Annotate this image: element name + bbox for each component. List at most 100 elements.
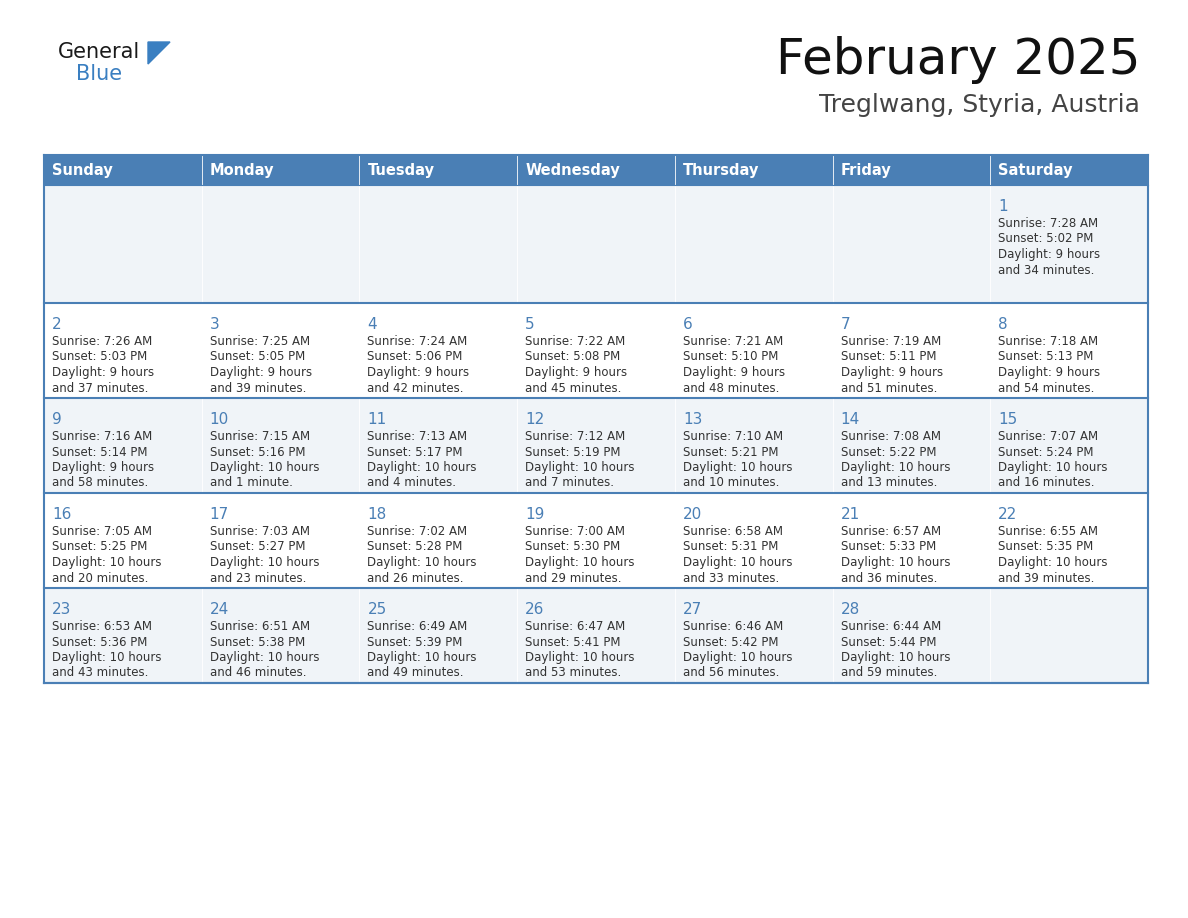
Text: Sunrise: 7:21 AM: Sunrise: 7:21 AM	[683, 335, 783, 348]
Bar	[202, 493, 360, 588]
Bar	[675, 588, 833, 683]
Text: Friday: Friday	[841, 162, 891, 177]
Text: Sunrise: 7:22 AM: Sunrise: 7:22 AM	[525, 335, 625, 348]
Text: 27: 27	[683, 602, 702, 617]
Text: Sunset: 5:27 PM: Sunset: 5:27 PM	[210, 541, 305, 554]
Bar	[675, 155, 833, 185]
Text: and 29 minutes.: and 29 minutes.	[525, 572, 621, 585]
Text: Sunset: 5:05 PM: Sunset: 5:05 PM	[210, 351, 305, 364]
Text: Sunset: 5:25 PM: Sunset: 5:25 PM	[52, 541, 147, 554]
Text: Sunset: 5:02 PM: Sunset: 5:02 PM	[998, 232, 1094, 245]
Text: Daylight: 10 hours: Daylight: 10 hours	[367, 556, 476, 569]
Bar	[517, 155, 675, 185]
Text: Tuesday: Tuesday	[367, 162, 435, 177]
Text: and 37 minutes.: and 37 minutes.	[52, 382, 148, 395]
Text: Sunset: 5:21 PM: Sunset: 5:21 PM	[683, 445, 778, 458]
Text: 12: 12	[525, 412, 544, 427]
Text: Sunrise: 7:13 AM: Sunrise: 7:13 AM	[367, 430, 468, 443]
Text: Sunrise: 7:16 AM: Sunrise: 7:16 AM	[52, 430, 152, 443]
Bar	[675, 493, 833, 588]
Text: and 16 minutes.: and 16 minutes.	[998, 476, 1095, 489]
Text: Sunrise: 7:28 AM: Sunrise: 7:28 AM	[998, 217, 1099, 230]
Text: and 34 minutes.: and 34 minutes.	[998, 263, 1094, 276]
Text: Sunset: 5:31 PM: Sunset: 5:31 PM	[683, 541, 778, 554]
Bar	[360, 303, 517, 398]
Text: and 51 minutes.: and 51 minutes.	[841, 382, 937, 395]
Text: Sunset: 5:08 PM: Sunset: 5:08 PM	[525, 351, 620, 364]
Text: Sunset: 5:42 PM: Sunset: 5:42 PM	[683, 635, 778, 648]
Bar	[44, 398, 202, 493]
Text: Sunrise: 7:03 AM: Sunrise: 7:03 AM	[210, 525, 310, 538]
Bar	[202, 155, 360, 185]
Text: 13: 13	[683, 412, 702, 427]
Bar	[360, 398, 517, 493]
Text: Sunrise: 7:00 AM: Sunrise: 7:00 AM	[525, 525, 625, 538]
Text: and 26 minutes.: and 26 minutes.	[367, 572, 465, 585]
Bar	[833, 588, 991, 683]
Text: Sunset: 5:13 PM: Sunset: 5:13 PM	[998, 351, 1094, 364]
Text: and 39 minutes.: and 39 minutes.	[998, 572, 1094, 585]
Text: Daylight: 10 hours: Daylight: 10 hours	[525, 651, 634, 664]
Text: Monday: Monday	[210, 162, 274, 177]
Text: Sunrise: 6:44 AM: Sunrise: 6:44 AM	[841, 620, 941, 633]
Text: 15: 15	[998, 412, 1018, 427]
Bar	[517, 185, 675, 303]
Bar	[991, 588, 1148, 683]
Text: Sunrise: 7:07 AM: Sunrise: 7:07 AM	[998, 430, 1099, 443]
Text: 10: 10	[210, 412, 229, 427]
Bar	[202, 398, 360, 493]
Bar	[517, 303, 675, 398]
Text: Daylight: 9 hours: Daylight: 9 hours	[52, 461, 154, 474]
Text: Sunrise: 7:26 AM: Sunrise: 7:26 AM	[52, 335, 152, 348]
Text: 24: 24	[210, 602, 229, 617]
Text: 22: 22	[998, 507, 1018, 522]
Text: Blue: Blue	[76, 64, 122, 84]
Text: 17: 17	[210, 507, 229, 522]
Text: Daylight: 9 hours: Daylight: 9 hours	[525, 366, 627, 379]
Text: 16: 16	[52, 507, 71, 522]
Text: Daylight: 10 hours: Daylight: 10 hours	[683, 651, 792, 664]
Text: and 4 minutes.: and 4 minutes.	[367, 476, 456, 489]
Text: Daylight: 10 hours: Daylight: 10 hours	[210, 461, 320, 474]
Text: Sunset: 5:44 PM: Sunset: 5:44 PM	[841, 635, 936, 648]
Text: 1: 1	[998, 199, 1007, 214]
Text: Daylight: 10 hours: Daylight: 10 hours	[683, 461, 792, 474]
Text: and 59 minutes.: and 59 minutes.	[841, 666, 937, 679]
Text: Daylight: 10 hours: Daylight: 10 hours	[998, 556, 1107, 569]
Text: Sunset: 5:33 PM: Sunset: 5:33 PM	[841, 541, 936, 554]
Text: and 58 minutes.: and 58 minutes.	[52, 476, 148, 489]
Text: Daylight: 10 hours: Daylight: 10 hours	[210, 651, 320, 664]
Text: and 56 minutes.: and 56 minutes.	[683, 666, 779, 679]
Text: Sunset: 5:30 PM: Sunset: 5:30 PM	[525, 541, 620, 554]
Text: 28: 28	[841, 602, 860, 617]
Polygon shape	[148, 42, 170, 64]
Text: Sunset: 5:14 PM: Sunset: 5:14 PM	[52, 445, 147, 458]
Text: Thursday: Thursday	[683, 162, 759, 177]
Bar	[360, 155, 517, 185]
Text: Daylight: 10 hours: Daylight: 10 hours	[367, 461, 476, 474]
Text: 21: 21	[841, 507, 860, 522]
Text: 4: 4	[367, 317, 377, 332]
Text: 20: 20	[683, 507, 702, 522]
Text: Sunset: 5:17 PM: Sunset: 5:17 PM	[367, 445, 463, 458]
Bar	[44, 303, 202, 398]
Text: and 53 minutes.: and 53 minutes.	[525, 666, 621, 679]
Text: Sunrise: 7:15 AM: Sunrise: 7:15 AM	[210, 430, 310, 443]
Bar	[44, 155, 202, 185]
Text: and 54 minutes.: and 54 minutes.	[998, 382, 1094, 395]
Text: Sunrise: 7:24 AM: Sunrise: 7:24 AM	[367, 335, 468, 348]
Text: Daylight: 9 hours: Daylight: 9 hours	[841, 366, 943, 379]
Text: Sunrise: 7:19 AM: Sunrise: 7:19 AM	[841, 335, 941, 348]
Bar	[44, 185, 202, 303]
Text: and 43 minutes.: and 43 minutes.	[52, 666, 148, 679]
Text: Sunrise: 6:51 AM: Sunrise: 6:51 AM	[210, 620, 310, 633]
Text: Daylight: 10 hours: Daylight: 10 hours	[841, 651, 950, 664]
Text: and 39 minutes.: and 39 minutes.	[210, 382, 307, 395]
Bar	[675, 398, 833, 493]
Bar	[360, 588, 517, 683]
Text: 14: 14	[841, 412, 860, 427]
Text: Sunrise: 7:05 AM: Sunrise: 7:05 AM	[52, 525, 152, 538]
Text: Wednesday: Wednesday	[525, 162, 620, 177]
Text: and 45 minutes.: and 45 minutes.	[525, 382, 621, 395]
Text: Daylight: 10 hours: Daylight: 10 hours	[525, 556, 634, 569]
